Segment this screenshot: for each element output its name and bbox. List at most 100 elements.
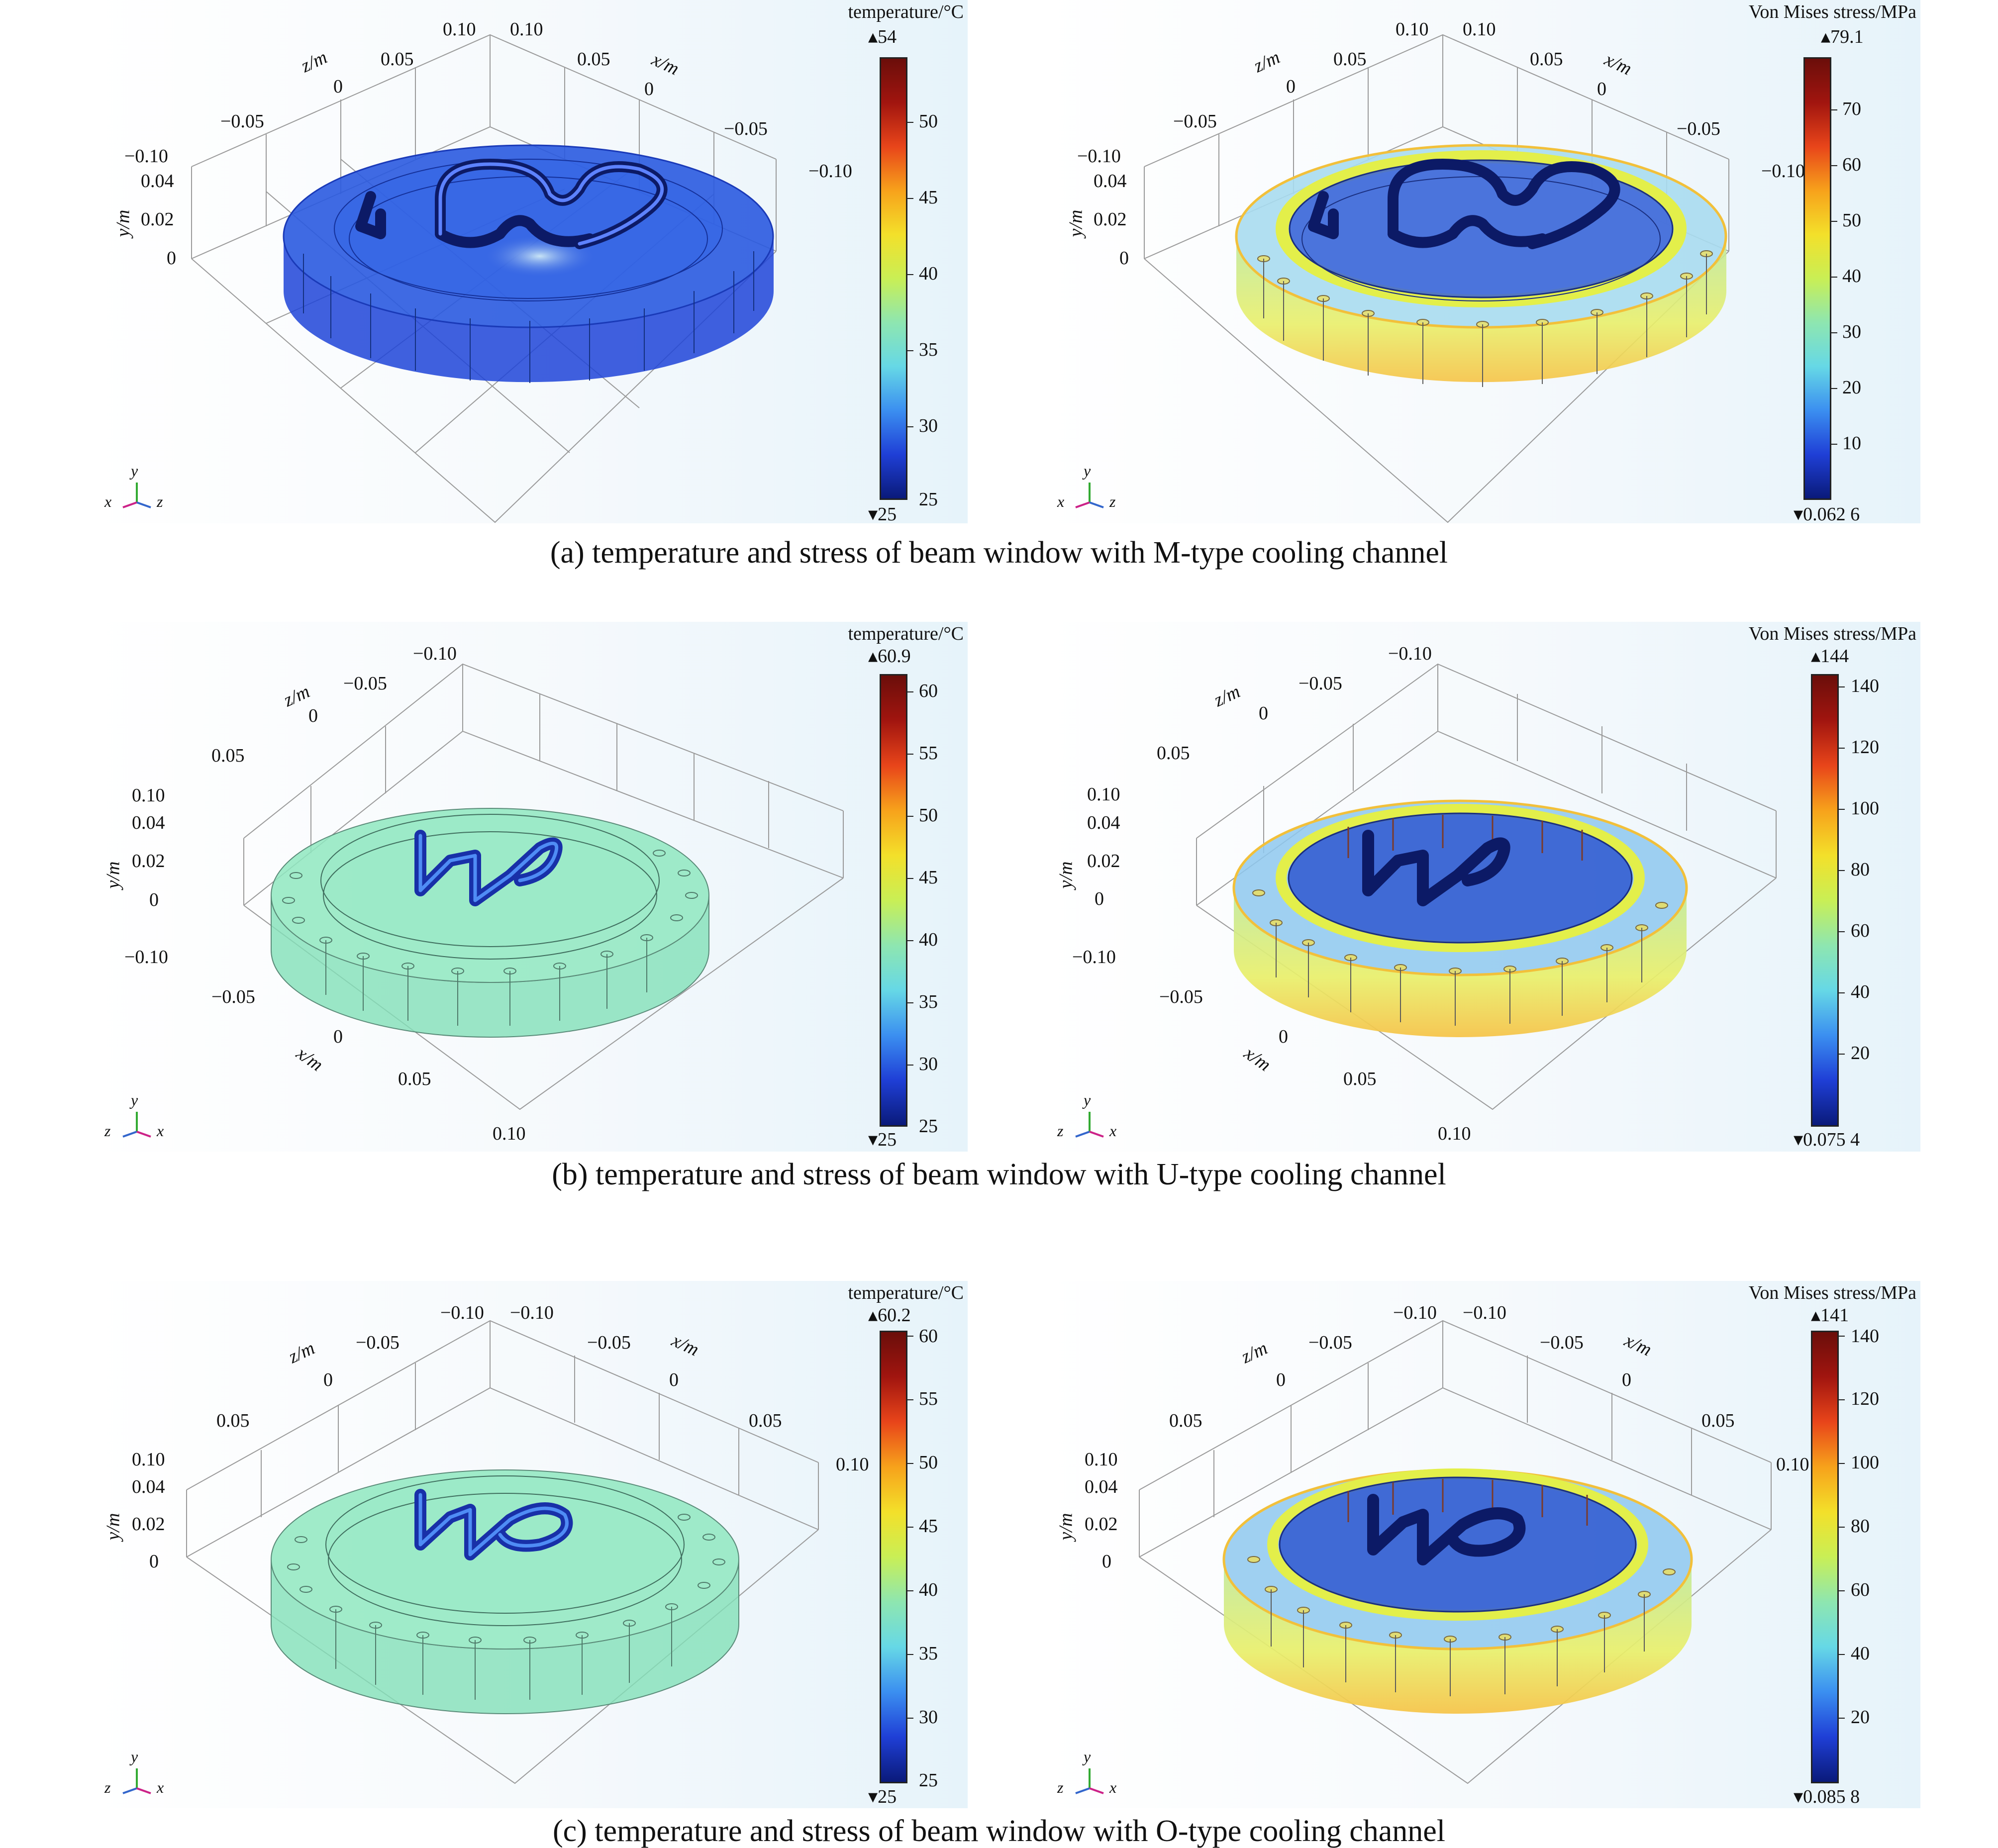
beam-window-body: [271, 808, 709, 1038]
triad-label-left: z: [1057, 1122, 1064, 1140]
o-type-cooling-channel: [1367, 1494, 1526, 1565]
colorbar-tick: 20: [1851, 1043, 1870, 1064]
axis-tick: 0: [1279, 1026, 1288, 1047]
axis-tick: −0.05: [356, 1332, 400, 1353]
triad-label-y: y: [1084, 1748, 1091, 1765]
axis-tick: −0.10: [1388, 643, 1432, 664]
axis-tick: −0.05: [1159, 986, 1203, 1007]
colorbar-max-label: ▴54: [868, 26, 897, 47]
scene-a-temperature: [191, 34, 777, 523]
panel-a-temperature: z/m x/m y/m 0.10 0.05 0 −0.05 −0.10 0.10…: [92, 0, 968, 523]
axis-tick: 0.05: [1701, 1410, 1735, 1431]
axis-tick: 0.02: [1085, 1514, 1118, 1535]
colorbar: [880, 57, 907, 500]
axis-tick: −0.10: [124, 947, 168, 968]
axis-tick: −0.10: [124, 146, 168, 167]
triad-label-right: x: [1109, 1122, 1117, 1140]
axis-tick: 0.10: [836, 1454, 869, 1475]
colorbar-tick: 40: [1851, 1643, 1870, 1664]
colorbar-tick: 60: [1842, 154, 1861, 175]
axis-tick: 0.10: [493, 1123, 526, 1144]
axis-tick: 0: [1119, 248, 1129, 269]
caption-c: (c) temperature and stress of beam windo…: [553, 1814, 1445, 1848]
colorbar-title: Von Mises stress/MPa: [1748, 623, 1916, 644]
axis-triad: y z x: [1055, 1749, 1124, 1803]
colorbar-tick: 60: [1851, 1579, 1870, 1600]
triad-label-right: x: [157, 1778, 164, 1796]
colorbar-tick: 60: [919, 1326, 938, 1347]
colorbar: [1811, 674, 1839, 1127]
colorbar-tick: 40: [919, 263, 938, 284]
axis-tick: −0.05: [211, 986, 255, 1007]
beam-window-body: [1232, 799, 1688, 1037]
colorbar-tick: 45: [919, 187, 938, 208]
axis-tick: −0.10: [808, 161, 852, 182]
triad-label-y: y: [1084, 462, 1091, 480]
colorbar-title: temperature/°C: [848, 1282, 964, 1303]
beam-window-body: [1235, 144, 1727, 387]
colorbar-tick: 140: [1851, 676, 1879, 696]
colorbar-tick: 40: [919, 929, 938, 950]
triad-label-left: z: [1057, 1778, 1064, 1796]
axis-tick: 0.10: [443, 19, 476, 40]
colorbar-tick: 140: [1851, 1326, 1879, 1347]
triad-label-right: x: [1109, 1778, 1117, 1796]
axis-triad: y z x: [102, 1092, 172, 1147]
colorbar-tick: 45: [919, 867, 938, 888]
axis-tick: −0.05: [1173, 111, 1217, 132]
colorbar-tick: 30: [919, 1054, 938, 1074]
colorbar-tick: 25: [919, 489, 938, 510]
colorbar-max-label: ▴141: [1811, 1305, 1849, 1326]
colorbar-tick: 50: [1842, 210, 1861, 231]
colorbar-title: Von Mises stress/MPa: [1748, 1, 1916, 22]
colorbar-min-label: ▾25: [868, 1786, 897, 1807]
colorbar-tick: 120: [1851, 737, 1879, 758]
triad-label-y: y: [131, 1091, 138, 1109]
axis-tick: 0.10: [132, 785, 165, 806]
triad-label-left: z: [104, 1122, 111, 1140]
colorbar: [1803, 57, 1831, 500]
axis-triad: y z x: [1055, 1092, 1124, 1147]
axis-tick: 0.05: [577, 49, 610, 70]
axis-tick: 0.04: [1094, 171, 1127, 192]
axis-tick: −0.05: [724, 118, 768, 139]
axis-tick: −0.10: [510, 1302, 554, 1323]
axis-tick: 0.04: [132, 812, 165, 833]
axis-tick: −0.10: [1761, 161, 1805, 182]
axis-tick: −0.05: [220, 111, 264, 132]
colorbar-tick: 35: [919, 991, 938, 1012]
colorbar-tick: 100: [1851, 798, 1879, 819]
beam-window-body: [1222, 1468, 1693, 1714]
axis-name-y: y/m: [1055, 861, 1077, 889]
colorbar-tick: 40: [919, 1579, 938, 1600]
axis-tick: 0.04: [132, 1476, 165, 1497]
axis-tick: 0: [1286, 76, 1296, 97]
axis-name-y: y/m: [112, 209, 134, 237]
axis-tick: 0.10: [1087, 784, 1120, 805]
axis-tick: 0: [308, 705, 318, 726]
axis-tick: 0: [1276, 1369, 1286, 1390]
axis-tick: −0.10: [1077, 146, 1121, 167]
colorbar-tick: 60: [1851, 920, 1870, 941]
axis-tick: 0: [333, 1026, 343, 1047]
beam-window-body: [283, 144, 774, 383]
triad-label-right: x: [157, 1122, 164, 1140]
axis-tick: −0.10: [413, 643, 457, 664]
colorbar-tick: 80: [1851, 1516, 1870, 1537]
triad-label-y: y: [1084, 1091, 1091, 1109]
axis-tick: 0.05: [1157, 743, 1190, 764]
triad-label-left: z: [104, 1778, 111, 1796]
axis-tick: 0: [333, 76, 343, 97]
colorbar-tick: 100: [1851, 1452, 1879, 1473]
axis-tick: 0: [1102, 1551, 1111, 1572]
colorbar-tick: 60: [919, 681, 938, 701]
axis-tick: 0: [1622, 1369, 1631, 1390]
axis-tick: 0.10: [1438, 1123, 1471, 1144]
axis-name-y: y/m: [102, 1513, 124, 1541]
axis-tick: 0.10: [1776, 1454, 1809, 1475]
colorbar-min-label: ▾0.062 6: [1794, 504, 1860, 523]
colorbar-title: Von Mises stress/MPa: [1748, 1282, 1916, 1303]
triad-label-left: x: [1057, 492, 1065, 510]
axis-tick: 0.05: [1333, 49, 1367, 70]
axis-tick: 0.05: [1169, 1410, 1202, 1431]
